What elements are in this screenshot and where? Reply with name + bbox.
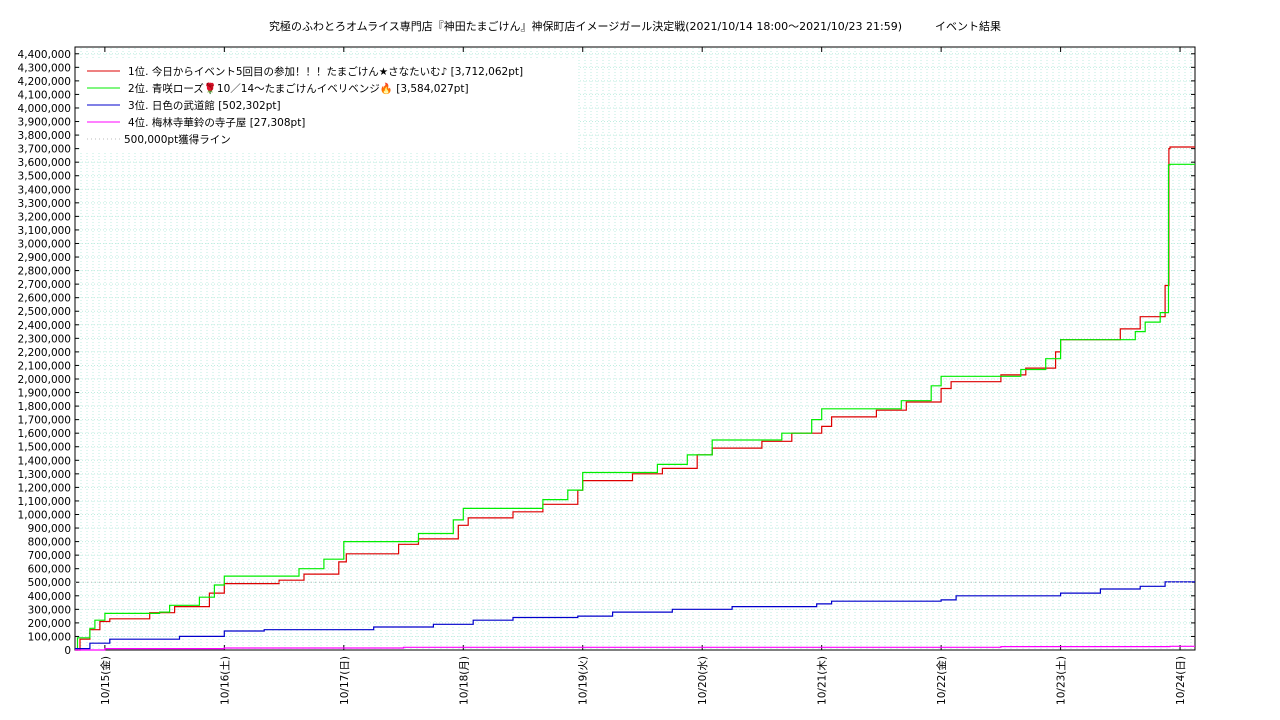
y-tick-label: 4,200,000 (18, 76, 71, 88)
y-tick-label: 2,200,000 (18, 347, 71, 359)
y-tick-label: 3,900,000 (18, 117, 71, 129)
y-tick-label: 2,600,000 (18, 293, 71, 305)
x-tick-label: 10/24(日) (1175, 656, 1187, 705)
plot-frame (74, 46, 1196, 651)
y-tick-label: 700,000 (28, 550, 71, 562)
y-tick-label: 1,200,000 (18, 482, 71, 494)
y-tick-label: 1,500,000 (18, 442, 71, 454)
x-axis-ticks: 10/15(金) 10/16(土) 10/17(日) 10/18(月) 10/19(火)… (99, 47, 1187, 705)
y-tick-label: 4,100,000 (18, 89, 71, 101)
x-tick-label: 10/22(金) (935, 656, 948, 705)
y-tick-label: 400,000 (28, 591, 71, 603)
y-tick-label: 3,300,000 (18, 198, 71, 210)
series-line (75, 645, 1195, 651)
x-tick-label: 10/21(木) (817, 656, 829, 705)
y-tick-label: 300,000 (28, 604, 71, 616)
y-tick-label: 4,400,000 (18, 49, 71, 61)
y-tick-label: 200,000 (28, 618, 71, 630)
legend-background (80, 60, 578, 153)
legend-label: 500,000pt獲得ライン (124, 133, 231, 146)
y-tick-label: 3,800,000 (18, 130, 71, 142)
y-tick-label: 4,000,000 (18, 103, 71, 115)
y-tick-label: 2,800,000 (18, 266, 71, 278)
y-tick-label: 1,100,000 (18, 496, 71, 508)
y-tick-label: 1,000,000 (18, 509, 71, 521)
legend: 1位. 今日からイベント5回目の参加！！！たまごけん★さなたいむ♪ [3,712… (80, 60, 578, 153)
y-tick-label: 3,600,000 (18, 157, 71, 169)
grid (76, 48, 1194, 651)
y-tick-label: 2,500,000 (18, 306, 71, 318)
y-tick-label: 2,700,000 (18, 279, 71, 291)
x-tick-label: 10/15(金) (99, 656, 112, 705)
y-tick-label: 3,100,000 (18, 225, 71, 237)
y-tick-label: 3,500,000 (18, 171, 71, 183)
series-line (75, 163, 1195, 651)
y-tick-label: 2,900,000 (18, 252, 71, 264)
x-tick-label: 10/18(月) (458, 656, 470, 705)
y-tick-label: 1,800,000 (18, 401, 71, 413)
y-tick-label: 900,000 (28, 523, 71, 535)
x-tick-label: 10/16(土) (218, 656, 231, 705)
x-tick-label: 10/23(土) (1055, 656, 1068, 705)
y-tick-label: 3,400,000 (18, 184, 71, 196)
x-tick-label: 10/19(火) (578, 656, 590, 705)
chart-title: 究極のふわとろオムライス専門店『神田たまごけん』神保町店イメージガール決定戦(2… (269, 19, 1001, 33)
y-tick-label: 500,000 (28, 577, 71, 589)
y-tick-label: 1,600,000 (18, 428, 71, 440)
y-tick-label: 2,400,000 (18, 320, 71, 332)
legend-label: 3位. 日色の武道館 [502,302pt] (128, 99, 281, 112)
y-tick-label: 2,000,000 (18, 374, 71, 386)
y-tick-label: 2,100,000 (18, 360, 71, 372)
x-tick-label: 10/17(日) (339, 656, 351, 705)
y-tick-label: 4,300,000 (18, 62, 71, 74)
series-line (75, 146, 1195, 651)
y-tick-label: 3,700,000 (18, 144, 71, 156)
series-lines (75, 146, 1195, 651)
x-tick-label: 10/20(水) (697, 656, 709, 705)
series-line (75, 581, 1195, 650)
y-tick-label: 1,900,000 (18, 388, 71, 400)
legend-label: 1位. 今日からイベント5回目の参加！！！たまごけん★さなたいむ♪ [3,712… (128, 65, 523, 78)
y-tick-label: 0 (64, 645, 71, 657)
y-tick-label: 100,000 (28, 631, 71, 643)
y-tick-label: 600,000 (28, 564, 71, 576)
y-tick-label: 3,000,000 (18, 238, 71, 250)
y-tick-label: 1,700,000 (18, 415, 71, 427)
y-tick-label: 3,200,000 (18, 211, 71, 223)
y-tick-label: 800,000 (28, 537, 71, 549)
y-tick-label: 1,400,000 (18, 455, 71, 467)
legend-label: 4位. 梅林寺華鈴の寺子屋 [27,308pt] (128, 116, 305, 129)
legend-label: 2位. 青咲ローズ🌹10／14〜たまごけんイベリベンジ🔥 [3,584,027p… (128, 82, 469, 95)
y-tick-label: 1,300,000 (18, 469, 71, 481)
y-tick-label: 2,300,000 (18, 333, 71, 345)
